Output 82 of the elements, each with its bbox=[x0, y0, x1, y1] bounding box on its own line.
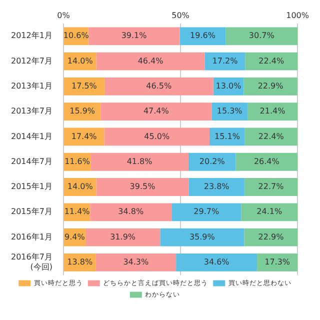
data-label: 39.5% bbox=[130, 182, 156, 192]
data-label: 30.7% bbox=[248, 31, 275, 40]
bar bbox=[104, 77, 214, 96]
x-tick-label: 50% bbox=[172, 10, 190, 20]
y-tick-label: 2015年7月 bbox=[10, 207, 52, 216]
data-label: 15.9% bbox=[70, 106, 96, 116]
data-label: 14.0% bbox=[67, 182, 94, 192]
y-tick-label: 2016年1月 bbox=[10, 232, 52, 242]
data-label: 41.8% bbox=[126, 156, 153, 166]
data-label: 46.4% bbox=[138, 56, 164, 66]
x-tick-label: 100% bbox=[286, 10, 310, 20]
data-label: 22.4% bbox=[258, 56, 284, 66]
bar bbox=[244, 178, 298, 196]
data-label: 22.9% bbox=[258, 82, 284, 91]
bar bbox=[245, 52, 298, 70]
bar bbox=[212, 102, 248, 121]
bar bbox=[85, 228, 160, 246]
data-label: 21.4% bbox=[260, 106, 286, 116]
data-label: 26.4% bbox=[254, 156, 280, 166]
bar bbox=[244, 228, 298, 246]
data-label: 9.4% bbox=[64, 232, 86, 242]
data-label: 17.2% bbox=[212, 56, 238, 66]
bar bbox=[204, 52, 246, 70]
bar bbox=[90, 152, 188, 171]
data-label: 20.2% bbox=[199, 156, 226, 166]
data-label: 35.9% bbox=[189, 232, 216, 242]
bar bbox=[257, 253, 298, 272]
data-label: 13.8% bbox=[67, 258, 93, 267]
data-label: 17.5% bbox=[71, 82, 98, 91]
bar bbox=[188, 152, 236, 171]
y-tick-label: 2016年7月 (今回) bbox=[10, 252, 52, 272]
y-tick-label: 2014年1月 bbox=[10, 132, 52, 141]
data-label: 15.1% bbox=[214, 132, 240, 141]
data-label: 17.3% bbox=[264, 258, 290, 267]
bar bbox=[96, 52, 205, 70]
data-label: 15.3% bbox=[216, 106, 243, 116]
data-label: 31.9% bbox=[110, 232, 136, 242]
data-label: 46.5% bbox=[146, 82, 172, 91]
data-label: 34.3% bbox=[123, 258, 150, 267]
bar bbox=[64, 77, 104, 96]
data-label: 34.6% bbox=[204, 258, 230, 267]
data-label: 24.1% bbox=[256, 207, 282, 216]
y-tick-label: 2013年7月 bbox=[10, 106, 52, 116]
bar bbox=[247, 102, 298, 121]
y-tick-label: 2013年1月 bbox=[10, 82, 52, 91]
data-label: 22.9% bbox=[258, 232, 284, 242]
data-label: 45.0% bbox=[144, 132, 170, 141]
data-label: 39.1% bbox=[121, 31, 148, 40]
data-label: 11.4% bbox=[64, 207, 90, 216]
bar bbox=[88, 27, 180, 46]
bar bbox=[244, 77, 298, 96]
bar bbox=[100, 102, 212, 121]
bar bbox=[188, 178, 244, 196]
data-label: 34.8% bbox=[118, 207, 144, 216]
bar bbox=[96, 253, 176, 272]
data-label: 29.7% bbox=[194, 207, 220, 216]
y-tick-label: 2012年1月 bbox=[10, 31, 52, 40]
data-label: 11.6% bbox=[64, 156, 90, 166]
bar bbox=[226, 27, 298, 46]
data-label: 47.4% bbox=[143, 106, 170, 116]
x-tick-label: 0% bbox=[57, 10, 70, 20]
bar bbox=[104, 128, 210, 146]
bar bbox=[241, 203, 298, 222]
data-label: 22.7% bbox=[258, 182, 284, 192]
bar bbox=[236, 152, 298, 171]
bar bbox=[96, 178, 189, 196]
y-tick-label: 2015年1月 bbox=[10, 182, 52, 192]
data-label: 17.4% bbox=[71, 132, 98, 141]
data-label: 22.4% bbox=[258, 132, 284, 141]
data-label: 10.6% bbox=[63, 31, 90, 40]
bar bbox=[180, 27, 226, 46]
data-label: 13.0% bbox=[216, 82, 242, 91]
bar bbox=[160, 228, 244, 246]
bar bbox=[244, 128, 298, 146]
bar bbox=[90, 203, 172, 222]
data-label: 19.6% bbox=[190, 31, 216, 40]
data-label: 23.8% bbox=[204, 182, 230, 192]
y-tick-label: 2012年7月 bbox=[10, 56, 52, 66]
bar bbox=[176, 253, 258, 272]
bar bbox=[172, 203, 242, 222]
y-tick-label: 2014年7月 bbox=[10, 156, 52, 166]
data-label: 14.0% bbox=[67, 56, 94, 66]
